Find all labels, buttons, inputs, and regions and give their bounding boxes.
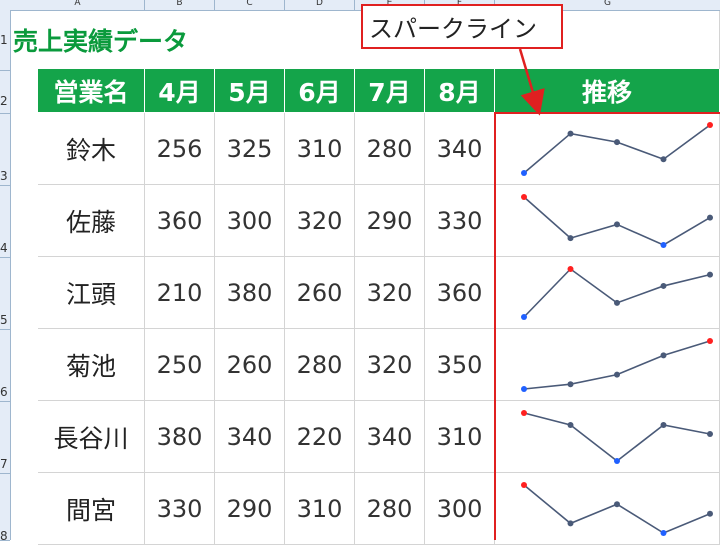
sparkline-line: [523, 484, 711, 534]
sparkline-line: [523, 196, 711, 246]
value-cell[interactable]: 300: [425, 473, 495, 545]
value-cell[interactable]: 320: [355, 329, 425, 401]
column-header-c[interactable]: C: [215, 0, 285, 10]
column-header-d[interactable]: D: [285, 0, 355, 10]
sparkline-callout: スパークライン: [361, 4, 563, 49]
sparkline-marker: [707, 214, 713, 221]
value-cell[interactable]: 380: [145, 401, 215, 473]
value-cell[interactable]: 350: [425, 329, 495, 401]
sparkline-marker: [660, 156, 667, 163]
row-header-6[interactable]: 6: [0, 330, 10, 402]
value-cell[interactable]: 280: [285, 329, 355, 401]
header-name[interactable]: 営業名: [38, 69, 145, 113]
row-name-cell[interactable]: 鈴木: [38, 113, 145, 185]
sheet-title[interactable]: 売上実績データ: [13, 27, 189, 56]
value-cell[interactable]: 220: [285, 401, 355, 473]
value-cell[interactable]: 250: [145, 329, 215, 401]
column-header-b[interactable]: B: [145, 0, 215, 10]
sparkline-marker: [521, 194, 527, 200]
row-name-cell[interactable]: 長谷川: [38, 401, 145, 473]
value-cell[interactable]: 340: [425, 113, 495, 185]
sheet-grid: 売上実績データ 営業名 4月 5月 6月 7月 8月 推移 鈴木 256 325 31…: [11, 11, 720, 545]
sparkline-line: [523, 267, 711, 318]
value-cell[interactable]: 340: [215, 401, 285, 473]
value-cell[interactable]: 325: [215, 113, 285, 185]
sparkline-range-highlight: [494, 112, 720, 540]
row-name-cell[interactable]: 江頭: [38, 257, 145, 329]
sparkline-marker: [521, 170, 527, 176]
value-cell[interactable]: 380: [215, 257, 285, 329]
row-name-cell[interactable]: 菊池: [38, 329, 145, 401]
sparkline-marker: [614, 371, 620, 378]
sparkline-line: [523, 124, 711, 174]
value-cell[interactable]: 280: [355, 113, 425, 185]
column-header-g[interactable]: G: [495, 0, 720, 10]
row-header-1[interactable]: 1: [0, 10, 10, 71]
sparklines: [521, 122, 713, 536]
value-cell[interactable]: 320: [285, 185, 355, 257]
header-aug[interactable]: 8月: [425, 69, 495, 113]
value-cell[interactable]: 320: [355, 257, 425, 329]
sparkline-marker: [660, 422, 667, 428]
row-header-bar: 1 2 3 4 5 6 7 8: [0, 10, 11, 541]
value-cell[interactable]: 290: [355, 185, 425, 257]
sparkline-marker: [707, 338, 713, 344]
sparkline-marker: [567, 130, 574, 137]
sparkline-marker: [521, 314, 527, 320]
row-header-3[interactable]: 3: [0, 114, 10, 186]
sparkline-marker: [567, 381, 574, 388]
row-header-5[interactable]: 5: [0, 258, 10, 330]
sparkline-marker: [567, 520, 574, 527]
sparkline-marker: [660, 282, 667, 289]
value-cell[interactable]: 260: [285, 257, 355, 329]
sparkline-marker: [614, 501, 620, 508]
sparkline-marker: [567, 266, 574, 272]
sparkline-marker: [521, 386, 527, 392]
callout-arrow: [518, 48, 545, 116]
sparkline-line: [523, 340, 711, 390]
row-header-7[interactable]: 7: [0, 402, 10, 474]
value-cell[interactable]: 360: [145, 185, 215, 257]
row-name-cell[interactable]: 間宮: [38, 473, 145, 545]
value-cell[interactable]: 310: [285, 113, 355, 185]
sparkline-marker: [707, 510, 713, 517]
sparkline-marker: [707, 271, 713, 278]
value-cell[interactable]: 300: [215, 185, 285, 257]
sparkline-marker: [614, 458, 620, 464]
sparkline-marker: [707, 431, 713, 437]
value-cell[interactable]: 210: [145, 257, 215, 329]
sparkline-line: [523, 412, 711, 463]
value-cell[interactable]: 330: [145, 473, 215, 545]
sparkline-marker: [521, 410, 527, 416]
sparkline-marker: [660, 242, 667, 248]
row-header-2[interactable]: 2: [0, 71, 10, 114]
column-header-a[interactable]: A: [11, 0, 145, 10]
row-header-4[interactable]: 4: [0, 186, 10, 258]
sparkline-marker: [660, 530, 667, 536]
sparkline-marker: [614, 299, 620, 306]
header-may[interactable]: 5月: [215, 69, 285, 113]
header-apr[interactable]: 4月: [145, 69, 215, 113]
sparkline-marker: [660, 352, 667, 359]
sparkline-marker: [567, 422, 574, 428]
value-cell[interactable]: 256: [145, 113, 215, 185]
sparkline-marker: [614, 139, 620, 146]
header-jul[interactable]: 7月: [355, 69, 425, 113]
sparkline-marker: [521, 482, 527, 488]
row-name-cell[interactable]: 佐藤: [38, 185, 145, 257]
sparkline-marker: [614, 221, 620, 228]
sparkline-marker: [707, 122, 713, 128]
value-cell[interactable]: 340: [355, 401, 425, 473]
column-header-bar: A B C D E F G: [0, 0, 720, 11]
value-cell[interactable]: 260: [215, 329, 285, 401]
sparkline-marker: [567, 235, 574, 242]
header-jun[interactable]: 6月: [285, 69, 355, 113]
